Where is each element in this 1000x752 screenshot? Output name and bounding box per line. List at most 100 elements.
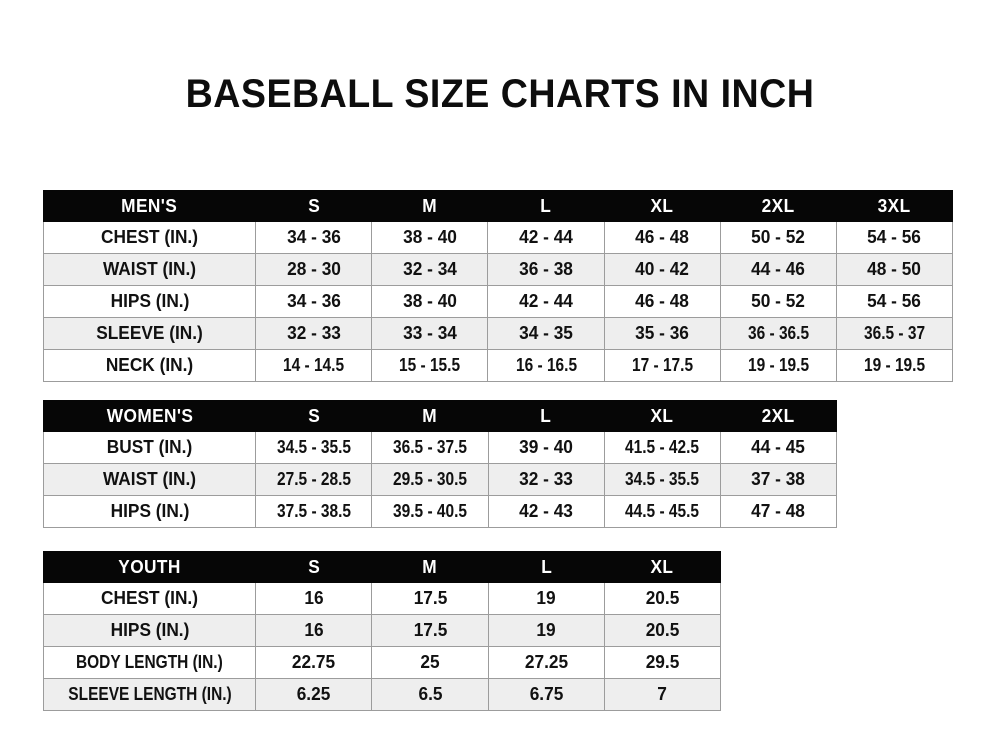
measure-cell: 17.5: [371, 614, 489, 647]
row-label: CHEST (IN.): [42, 221, 257, 254]
measure-cell: 42 - 44: [487, 285, 605, 318]
measure-cell: 41.5 - 42.5: [603, 431, 721, 464]
womens-col-header-2xl: 2XL: [719, 400, 838, 432]
youth-col-header-m: M: [371, 551, 489, 583]
row-label: SLEEVE LENGTH (IN.): [42, 678, 257, 711]
page-title: BASEBALL SIZE CHARTS IN INCH: [185, 72, 815, 116]
row-label: HIPS (IN.): [42, 495, 257, 528]
measure-cell: 20.5: [603, 614, 722, 647]
womens-col-header-m: M: [371, 400, 489, 432]
womens-header-row: WOMEN'S S M L XL 2XL: [42, 400, 838, 432]
table-row: SLEEVE (IN.) 32 - 33 33 - 34 34 - 35 35 …: [42, 317, 954, 350]
measure-cell: 15 - 15.5: [371, 349, 489, 382]
measure-cell: 42 - 43: [487, 495, 605, 528]
measure-cell: 32 - 33: [255, 317, 373, 350]
womens-col-header-s: S: [255, 400, 373, 432]
measure-cell: 44 - 46: [719, 253, 837, 286]
table-row: CHEST (IN.) 16 17.5 19 20.5: [42, 582, 722, 615]
measure-cell: 34 - 35: [487, 317, 605, 350]
youth-table-header: YOUTH S M L XL: [42, 551, 722, 583]
measure-cell: 39.5 - 40.5: [371, 495, 489, 528]
measure-cell: 33 - 34: [371, 317, 489, 350]
mens-size-table: MEN'S S M L XL 2XL 3XL: [42, 190, 954, 382]
measure-cell: 29.5 - 30.5: [371, 463, 489, 496]
measure-cell: 34 - 36: [255, 285, 373, 318]
measure-cell: 19: [487, 582, 605, 615]
measure-cell: 36.5 - 37: [835, 317, 954, 350]
womens-col-header-xl: XL: [603, 400, 721, 432]
row-label: CHEST (IN.): [42, 582, 257, 615]
measure-cell: 34.5 - 35.5: [255, 431, 373, 464]
measure-cell: 29.5: [603, 646, 722, 679]
measure-cell: 22.75: [255, 646, 373, 679]
youth-header-row: YOUTH S M L XL: [42, 551, 722, 583]
mens-header-row: MEN'S S M L XL 2XL 3XL: [42, 190, 954, 222]
table-row: HIPS (IN.) 37.5 - 38.5 39.5 - 40.5 42 - …: [42, 495, 838, 528]
mens-col-header-s: S: [255, 190, 373, 222]
womens-size-table: WOMEN'S S M L XL 2XL: [42, 400, 838, 528]
measure-cell: 16 - 16.5: [487, 349, 605, 382]
measure-cell: 35 - 36: [603, 317, 721, 350]
youth-category-header: YOUTH: [42, 551, 257, 583]
measure-cell: 37 - 38: [719, 463, 838, 496]
measure-cell: 20.5: [603, 582, 722, 615]
measure-cell: 6.5: [371, 678, 489, 711]
youth-table-body: CHEST (IN.) 16 17.5 19 20.5 HIPS (IN.) 1…: [42, 582, 722, 711]
measure-cell: 37.5 - 38.5: [255, 495, 373, 528]
womens-col-header-l: L: [487, 400, 605, 432]
measure-cell: 27.25: [487, 646, 605, 679]
table-row: HIPS (IN.) 34 - 36 38 - 40 42 - 44 46 - …: [42, 285, 954, 318]
womens-table-header: WOMEN'S S M L XL 2XL: [42, 400, 838, 432]
table-row: BODY LENGTH (IN.) 22.75 25 27.25 29.5: [42, 646, 722, 679]
row-label: BUST (IN.): [42, 431, 257, 464]
measure-cell: 16: [255, 614, 373, 647]
mens-category-header: MEN'S: [42, 190, 257, 222]
measure-cell: 17 - 17.5: [603, 349, 721, 382]
measure-cell: 44.5 - 45.5: [603, 495, 721, 528]
mens-col-header-2xl: 2XL: [719, 190, 837, 222]
measure-cell: 50 - 52: [719, 221, 837, 254]
row-label: WAIST (IN.): [42, 253, 257, 286]
table-row: BUST (IN.) 34.5 - 35.5 36.5 - 37.5 39 - …: [42, 431, 838, 464]
measure-cell: 46 - 48: [603, 221, 721, 254]
measure-cell: 40 - 42: [603, 253, 721, 286]
measure-cell: 36 - 38: [487, 253, 605, 286]
measure-cell: 39 - 40: [487, 431, 605, 464]
table-row: SLEEVE LENGTH (IN.) 6.25 6.5 6.75 7: [42, 678, 722, 711]
measure-cell: 34 - 36: [255, 221, 373, 254]
row-label: NECK (IN.): [42, 349, 257, 382]
measure-cell: 48 - 50: [835, 253, 954, 286]
table-row: HIPS (IN.) 16 17.5 19 20.5: [42, 614, 722, 647]
measure-cell: 38 - 40: [371, 221, 489, 254]
measure-cell: 6.25: [255, 678, 373, 711]
measure-cell: 36 - 36.5: [719, 317, 837, 350]
womens-table-body: BUST (IN.) 34.5 - 35.5 36.5 - 37.5 39 - …: [42, 431, 838, 528]
table-row: CHEST (IN.) 34 - 36 38 - 40 42 - 44 46 -…: [42, 221, 954, 254]
measure-cell: 16: [255, 582, 373, 615]
mens-col-header-m: M: [371, 190, 489, 222]
measure-cell: 50 - 52: [719, 285, 837, 318]
measure-cell: 6.75: [487, 678, 605, 711]
measure-cell: 32 - 34: [371, 253, 489, 286]
measure-cell: 42 - 44: [487, 221, 605, 254]
measure-cell: 34.5 - 35.5: [603, 463, 721, 496]
measure-cell: 7: [603, 678, 722, 711]
measure-cell: 32 - 33: [487, 463, 605, 496]
measure-cell: 27.5 - 28.5: [255, 463, 373, 496]
measure-cell: 14 - 14.5: [255, 349, 373, 382]
measure-cell: 19 - 19.5: [719, 349, 837, 382]
row-label: HIPS (IN.): [42, 285, 257, 318]
measure-cell: 25: [371, 646, 489, 679]
womens-category-header: WOMEN'S: [42, 400, 257, 432]
mens-col-header-xl: XL: [603, 190, 721, 222]
mens-table-header: MEN'S S M L XL 2XL 3XL: [42, 190, 954, 222]
measure-cell: 54 - 56: [835, 221, 954, 254]
youth-col-header-xl: XL: [603, 551, 722, 583]
table-row: WAIST (IN.) 28 - 30 32 - 34 36 - 38 40 -…: [42, 253, 954, 286]
row-label: BODY LENGTH (IN.): [42, 646, 257, 679]
row-label: SLEEVE (IN.): [42, 317, 257, 350]
measure-cell: 47 - 48: [719, 495, 838, 528]
measure-cell: 19: [487, 614, 605, 647]
measure-cell: 44 - 45: [719, 431, 838, 464]
